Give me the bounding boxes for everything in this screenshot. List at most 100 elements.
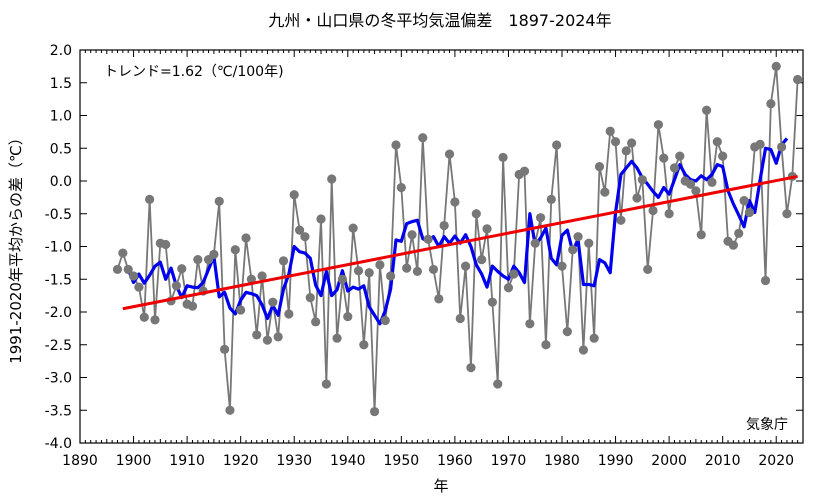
annual-point-1991 [616,215,626,225]
annual-point-1947 [380,315,390,326]
annual-point-1935 [316,214,326,224]
annual-point-1942 [353,266,364,276]
moving-average-line [126,137,789,326]
annual-point-2022 [782,209,792,219]
chart-title: 九州・山口県の冬平均気温偏差 1897-2024年 [268,11,611,30]
annual-point-1946 [375,260,385,270]
annual-point-1904 [150,315,160,325]
annual-point-1966 [482,224,492,234]
annual-point-1958 [439,220,449,231]
annual-point-1952 [407,230,417,240]
annual-point-1983 [573,232,583,242]
annual-point-2021 [776,142,787,152]
annual-point-1934 [311,317,321,327]
annual-point-1957 [434,294,444,304]
x-tick-label: 1970 [491,453,527,469]
annual-point-1979 [552,140,562,150]
annual-point-2009 [712,137,722,147]
annual-point-1926 [268,297,278,307]
annual-point-1912 [193,255,203,265]
x-tick-label: 1940 [330,453,366,469]
annual-point-1902 [139,312,149,322]
x-tick-label: 1900 [116,453,152,469]
annual-point-1956 [428,264,439,275]
y-tick-label: -0.5 [45,207,72,223]
y-tick-label: -2.5 [45,338,72,354]
annual-point-1996 [643,264,653,275]
annual-point-2019 [766,99,776,109]
annual-point-1950 [396,182,406,193]
y-tick-label: -4.0 [45,436,72,452]
x-tick-label: 1910 [169,453,205,469]
annual-point-1978 [546,194,556,204]
x-axis-ticks: 1890 1900 1910 1920 1930 1940 1950 1960 1970 1980… [62,50,799,469]
x-tick-label: 2020 [758,453,794,469]
x-tick-label: 1980 [544,453,580,469]
annual-point-1915 [209,249,219,259]
annual-point-2015 [744,207,755,218]
annual-point-1919 [230,245,240,255]
y-axis-label: 1991-2020年平均からの差（℃） [7,130,25,364]
y-tick-label: -1.5 [45,272,72,288]
annual-point-1960 [450,197,460,207]
annual-point-1989 [605,126,615,136]
y-tick-label: -1.0 [45,240,72,256]
y-tick-label: 1.5 [50,76,72,92]
x-tick-label: 2010 [705,453,741,469]
annual-point-1921 [241,233,251,243]
annual-point-1941 [348,223,358,233]
annual-point-1945 [369,406,380,417]
annual-point-1994 [632,193,642,203]
annual-point-1953 [412,266,422,276]
annual-point-2002 [675,151,685,161]
annual-point-1962 [461,261,471,271]
annual-point-2017 [755,139,765,149]
y-tick-label: 0.0 [50,174,72,190]
annual-point-1964 [471,209,481,219]
y-tick-label: -2.0 [45,305,72,321]
series-layer [112,61,803,417]
annual-point-1938 [332,333,342,343]
annual-point-1965 [477,255,487,265]
annual-point-1951 [402,263,412,273]
annual-point-1933 [305,292,315,303]
annual-point-1929 [284,309,294,319]
x-tick-label: 1950 [384,453,420,469]
x-tick-label: 1920 [223,453,259,469]
x-tick-label: 2000 [651,453,687,469]
annual-point-1923 [252,330,262,340]
annual-point-1987 [594,161,605,172]
annual-point-1943 [359,340,369,350]
annual-point-1908 [171,281,181,291]
x-tick-label: 1890 [62,453,98,469]
annual-point-2005 [691,186,701,196]
annual-point-1973 [519,166,530,176]
annual-point-1927 [273,332,283,342]
annual-point-1990 [610,137,621,147]
annual-point-1980 [557,261,567,271]
annual-point-2013 [734,228,744,238]
annual-point-1986 [589,333,599,343]
annual-point-1974 [525,319,535,329]
annual-point-1937 [327,174,337,184]
annual-point-1899 [123,264,133,275]
annual-point-1967 [487,297,497,307]
y-tick-label: -3.0 [45,371,72,387]
annual-point-1949 [391,140,401,150]
annual-point-2010 [718,151,728,161]
annual-point-1939 [337,274,348,284]
annual-point-1918 [225,405,235,415]
annual-point-1984 [578,345,589,355]
annual-point-1897 [112,264,123,275]
annual-point-1971 [509,269,519,279]
annual-point-1917 [220,344,230,354]
annual-point-1932 [300,232,310,242]
annual-point-1940 [343,311,353,322]
annual-point-1982 [568,245,578,255]
annual-point-1975 [530,238,540,248]
annual-point-1997 [648,205,658,216]
annual-point-1998 [653,120,664,130]
annual-point-1911 [187,301,198,311]
annual-point-1961 [455,313,465,324]
annual-point-1969 [498,152,508,163]
